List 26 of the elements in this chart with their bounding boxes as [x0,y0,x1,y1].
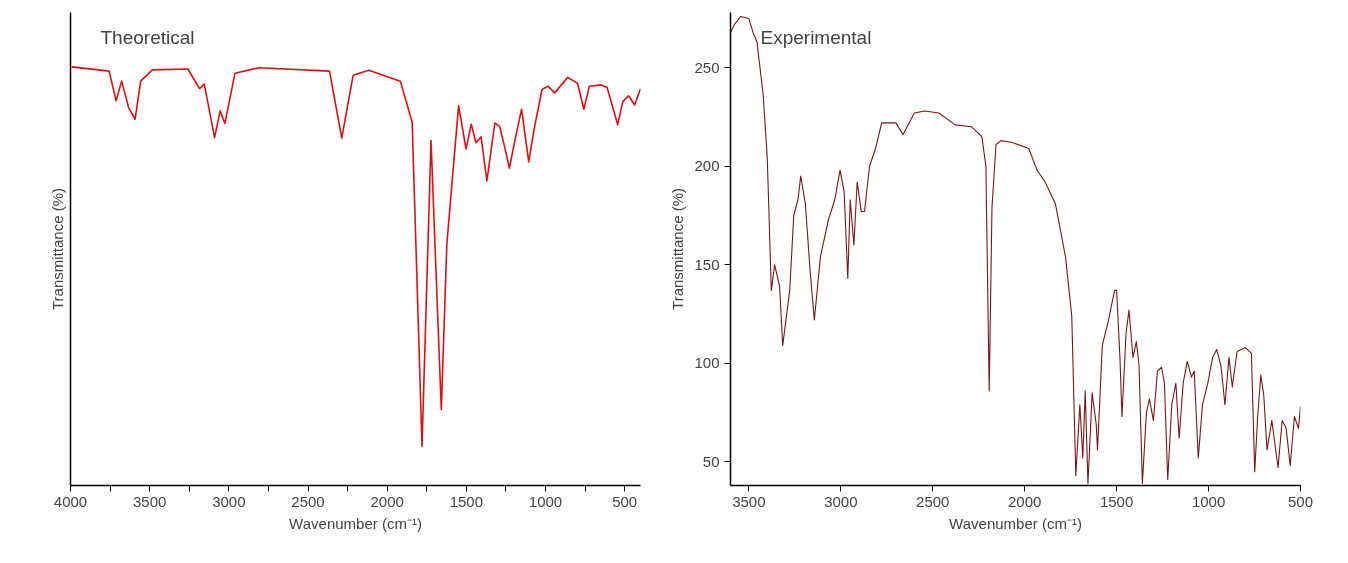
x-tick-label: 3500 [132,492,167,510]
x-axis-title: Wavenumber (cm⁻¹) [289,514,422,532]
chart-title: Theoretical [100,26,195,48]
x-tick-label: 2500 [291,492,325,510]
y-tick-label: 100 [694,354,720,372]
y-axis-title: Transmittance (%) [48,188,66,310]
x-tick-label: 500 [1287,492,1314,510]
y-tick-label: 50 [702,452,720,470]
y-axis-title: Transmittance (%) [669,188,687,310]
x-tick-label: 3000 [212,492,246,510]
y-tick-label: 250 [694,58,720,76]
x-tick-label: 1500 [449,492,484,510]
x-tick-label: 1000 [528,492,563,510]
x-tick-label: 3500 [732,492,766,510]
x-tick-label: 2500 [916,492,950,510]
x-tick-label: 3000 [824,492,858,510]
y-tick-label: 150 [694,255,720,273]
x-axis-title: Wavenumber (cm⁻¹) [949,514,1082,532]
x-tick-label: 2000 [1008,492,1042,510]
x-tick-label: 4000 [53,492,88,510]
x-tick-label: 1000 [1191,492,1226,510]
x-tick-label: 500 [612,492,638,510]
x-tick-label: 2000 [370,492,404,510]
text: Experimental [760,26,872,48]
x-tick-label: 1500 [1099,492,1134,510]
y-tick-label: 200 [694,157,720,175]
